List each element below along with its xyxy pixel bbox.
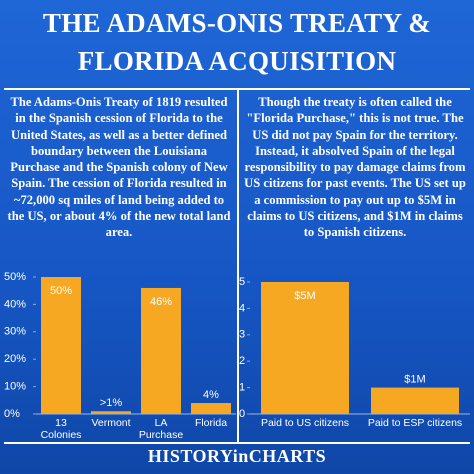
value-label: $1M — [404, 374, 425, 386]
y-tick-label: 2 — [239, 355, 245, 367]
x-tick-label: LA Purchase — [138, 417, 184, 441]
y-tick-label: 50% — [4, 271, 26, 283]
paragraph: Though the treaty is often called the "F… — [244, 95, 466, 240]
bar — [191, 403, 231, 414]
bar — [141, 287, 181, 414]
y-tick-label: 5 — [239, 276, 245, 288]
value-label: >1% — [100, 397, 123, 409]
divider — [237, 90, 239, 442]
value-label: 50% — [50, 285, 72, 297]
y-tick-label: 20% — [4, 353, 26, 365]
y-tick-label: 3 — [239, 329, 245, 341]
y-tick-label: 0% — [4, 408, 20, 420]
bar — [371, 387, 459, 414]
y-tick-label: 10% — [4, 381, 26, 393]
value-label: $5M — [294, 290, 315, 302]
divider — [4, 442, 470, 444]
y-tick-label: 1 — [239, 382, 245, 394]
value-label: 4% — [203, 389, 219, 401]
y-tick-label: 30% — [4, 326, 26, 338]
value-label: 46% — [150, 296, 172, 308]
divider — [4, 88, 470, 90]
y-tick-label: 0 — [239, 408, 245, 420]
paragraph: The Adams-Onis Treaty of 1819 resulted i… — [7, 95, 231, 240]
y-tick-label: 40% — [4, 298, 26, 310]
bar — [91, 411, 131, 414]
footer: HISTORYinCHARTS — [147, 446, 327, 466]
x-tick-label: Paid to US citizens — [260, 417, 350, 429]
x-tick-label: Paid to ESP citizens — [367, 417, 463, 429]
x-tick-label: 13 Colonies — [40, 417, 82, 441]
bar — [261, 282, 349, 414]
bar — [41, 277, 81, 414]
x-tick-label: Florida — [194, 417, 228, 429]
title: THE ADAMS-ONIS TREATY & FLORIDA ACQUISIT… — [42, 8, 432, 76]
y-tick-label: 4 — [239, 302, 245, 314]
x-tick-label: Vermont — [91, 417, 131, 429]
